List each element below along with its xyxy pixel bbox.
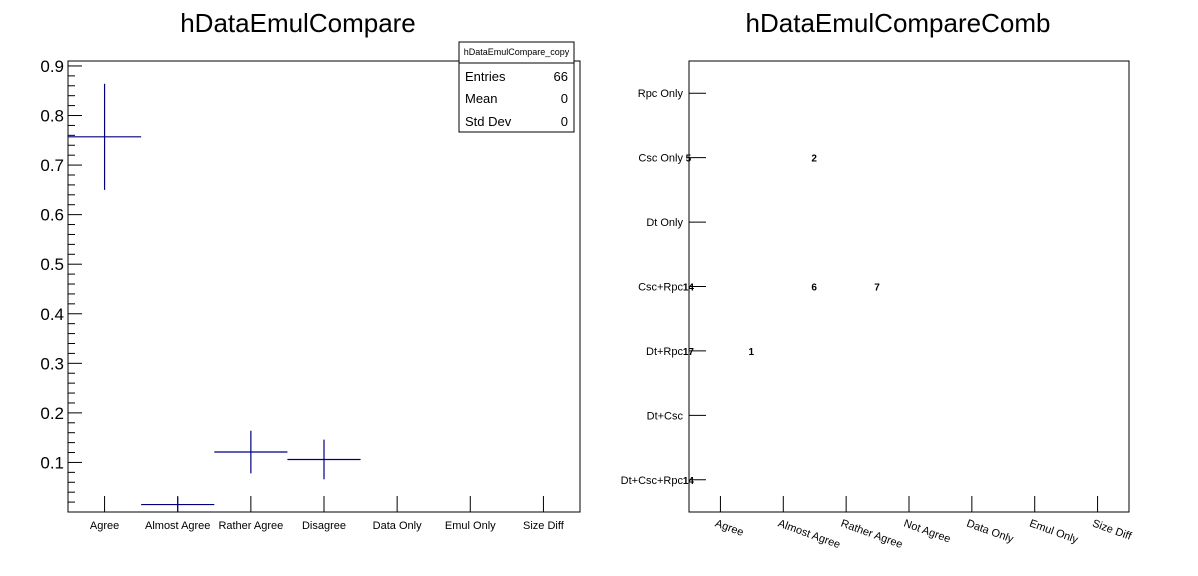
histogram-x-axis: Agree Almost Agree Rather Agree Disagree Dat…	[90, 496, 565, 532]
stats-box-frame	[458, 41, 575, 133]
stats-entries-value: 66	[554, 69, 568, 84]
histogram-title: hDataEmulCompare	[180, 8, 416, 38]
x-tick-label: Emul Only	[1028, 518, 1080, 547]
y-tick-label: 0.3	[40, 354, 64, 373]
y-tick-label: 0.2	[40, 404, 64, 423]
cell-value: 7	[874, 283, 880, 294]
y-tick-label: 0.1	[40, 453, 64, 472]
x-tick-label: Emul Only	[445, 520, 496, 532]
x-tick-label: Size Diff	[523, 520, 565, 532]
heatmap-y-axis: Dt+Csc+Rpc Dt+Csc Dt+Rpc Csc+Rpc Dt Only Csc …	[621, 88, 706, 487]
y-tick-label: 0.4	[40, 305, 64, 324]
cell-value: 14	[683, 283, 695, 294]
stats-mean-value: 0	[561, 91, 568, 106]
x-tick-label: Rather Agree	[839, 518, 904, 551]
stats-entries-label: Entries	[465, 69, 506, 84]
stats-mean-label: Mean	[465, 91, 498, 106]
x-tick-label: Agree	[713, 518, 745, 539]
stats-stddev-label: Std Dev	[465, 114, 512, 129]
histogram-bins	[68, 83, 361, 512]
x-tick-label: Almost Agree	[776, 518, 842, 552]
cell-value: 17	[683, 347, 695, 358]
y-tick-label: Dt+Csc	[647, 410, 684, 422]
cell-value: 14	[683, 476, 695, 487]
x-tick-label: Almost Agree	[145, 520, 210, 532]
y-tick-label: Csc+Rpc	[638, 282, 683, 294]
cell-value: 2	[811, 154, 817, 165]
heatmap-cells: 5 2 14 6 7 17 1 14	[683, 154, 880, 487]
y-tick-label: Dt+Rpc	[646, 346, 683, 358]
x-tick-label: Agree	[90, 520, 119, 532]
y-tick-label: 0.7	[40, 156, 64, 175]
y-tick-label: 0.5	[40, 255, 64, 274]
y-tick-label: Csc Only	[638, 153, 683, 165]
y-tick-label: 0.9	[40, 57, 64, 76]
x-tick-label: Disagree	[302, 520, 346, 532]
cell-value: 1	[749, 347, 755, 358]
heatmap-panel: hDataEmulCompareComb Dt+Csc+RpcDt+CscDt+…	[621, 8, 1134, 551]
x-tick-label: Size Diff	[1091, 518, 1134, 544]
heatmap-frame	[688, 60, 1130, 513]
stats-box-title: hDataEmulCompare_copy	[464, 47, 570, 57]
stats-box: hDataEmulCompare_copy Entries 66 Mean 0 …	[458, 41, 575, 133]
y-tick-label: 0.8	[40, 107, 64, 126]
y-tick-label: 0.6	[40, 206, 64, 225]
x-tick-label: Not Agree	[902, 518, 952, 546]
cell-value: 6	[811, 283, 817, 294]
heatmap-title: hDataEmulCompareComb	[746, 8, 1051, 38]
stats-stddev-value: 0	[561, 114, 568, 129]
histogram-panel: hDataEmulCompare 0.10.20.30.40.50.60.70.…	[40, 8, 581, 532]
histogram-y-axis: 0.1 0.2 0.3 0.4 0.5 0.6 0.7 0.8 0.9	[40, 57, 82, 503]
x-tick-label: Data Only	[373, 520, 422, 532]
y-tick-label: Dt Only	[646, 217, 683, 229]
y-tick-label: Dt+Csc+Rpc	[621, 475, 684, 487]
x-tick-label: Rather Agree	[218, 520, 283, 532]
y-tick-label: Rpc Only	[638, 88, 684, 100]
cell-value: 5	[686, 154, 692, 165]
x-tick-label: Data Only	[965, 518, 1016, 546]
